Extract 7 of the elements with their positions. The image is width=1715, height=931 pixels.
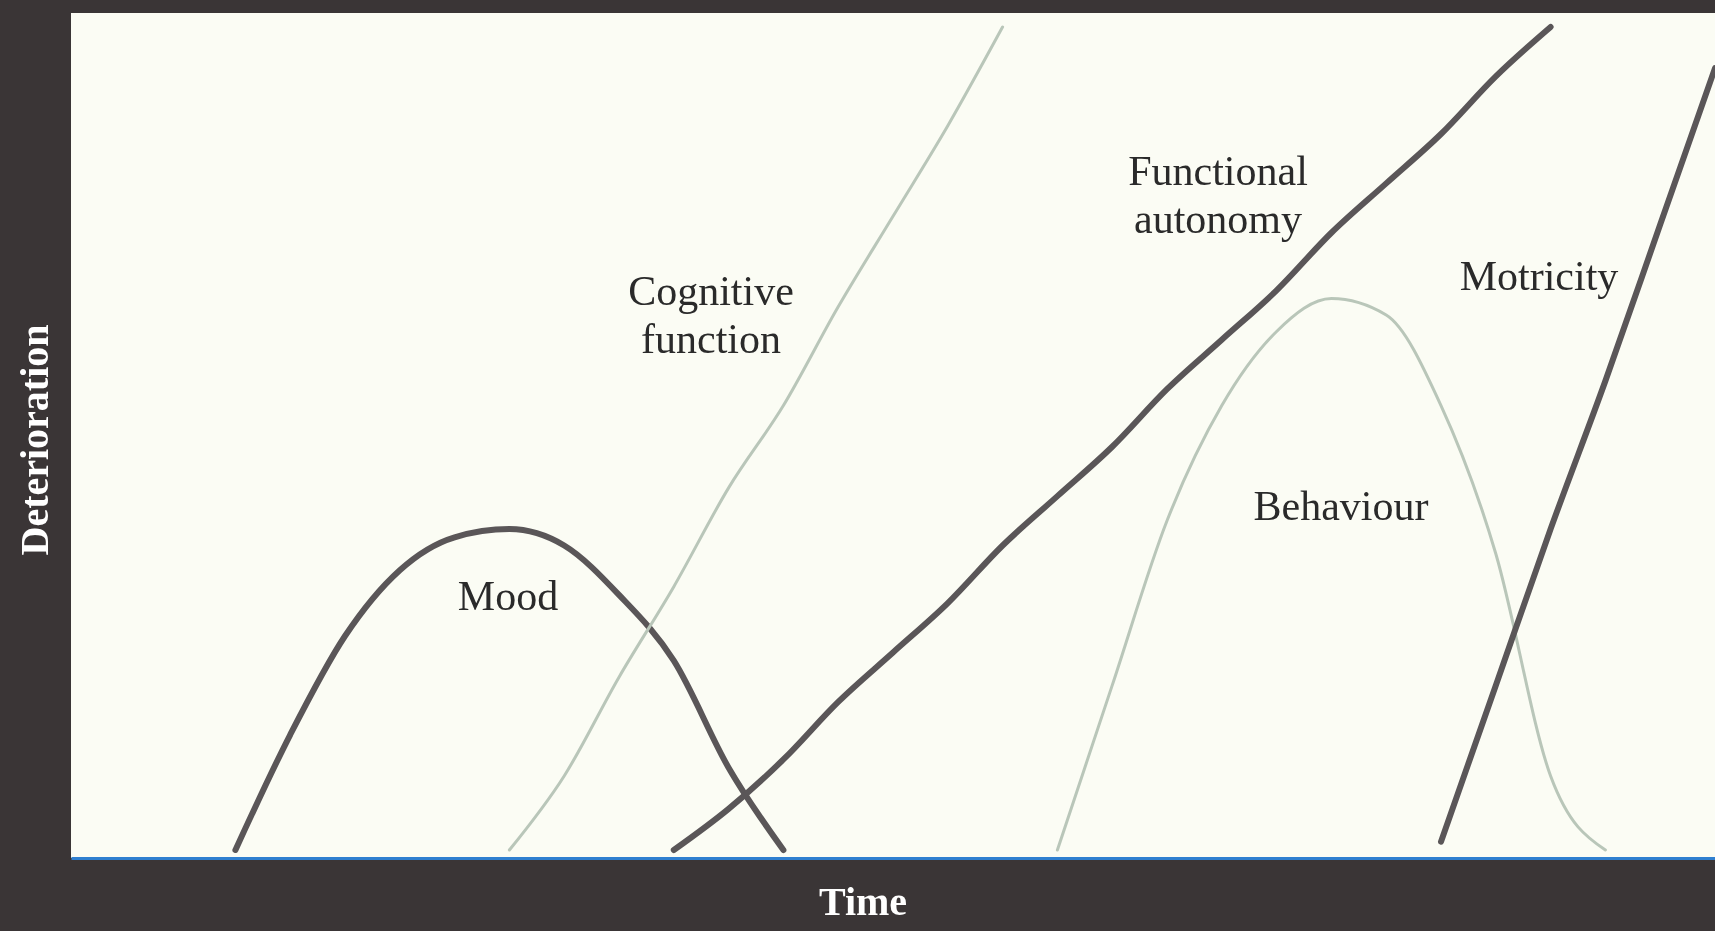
series-label: Behaviour bbox=[1253, 483, 1429, 529]
series-label: Mood bbox=[457, 573, 559, 619]
x-axis-title: Time bbox=[818, 879, 908, 924]
y-axis-title: Deterioration bbox=[12, 324, 57, 556]
series-label: Cognitive function bbox=[628, 268, 794, 362]
series-label: Functional autonomy bbox=[1128, 148, 1308, 242]
series-label: Motricity bbox=[1459, 253, 1619, 299]
